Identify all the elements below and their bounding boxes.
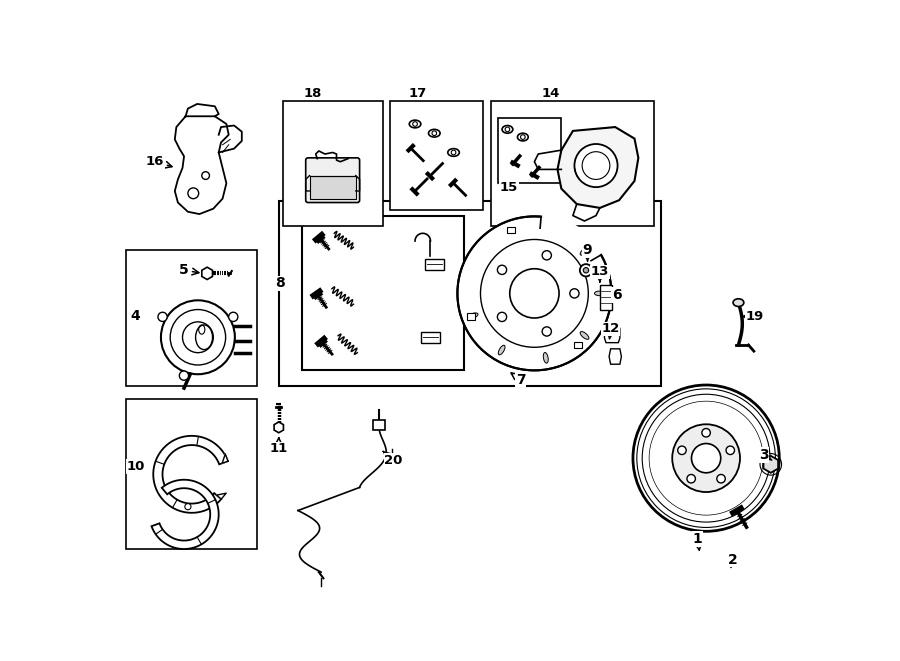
Text: 8: 8	[275, 276, 285, 290]
Polygon shape	[222, 454, 228, 463]
Circle shape	[498, 312, 507, 321]
Ellipse shape	[179, 371, 189, 380]
Circle shape	[498, 265, 507, 274]
Text: 6: 6	[612, 288, 622, 302]
Ellipse shape	[468, 313, 478, 319]
Ellipse shape	[158, 312, 167, 321]
Text: 13: 13	[590, 265, 609, 282]
Text: 3: 3	[759, 448, 772, 462]
Bar	[425, 258, 444, 270]
Bar	[310, 176, 356, 199]
Circle shape	[574, 144, 617, 187]
Circle shape	[580, 264, 592, 276]
Bar	[491, 101, 653, 225]
Text: 17: 17	[409, 87, 427, 100]
Text: 18: 18	[303, 87, 322, 100]
Circle shape	[678, 446, 686, 455]
Text: 5: 5	[179, 263, 199, 277]
Circle shape	[691, 444, 721, 473]
Ellipse shape	[580, 247, 589, 255]
Text: 19: 19	[742, 310, 764, 323]
Circle shape	[583, 268, 589, 273]
Text: 4: 4	[130, 309, 140, 323]
Text: 20: 20	[383, 451, 402, 467]
Circle shape	[672, 424, 740, 492]
Polygon shape	[202, 267, 212, 280]
Bar	[499, 118, 562, 183]
Text: 10: 10	[126, 460, 145, 473]
Text: 2: 2	[728, 553, 738, 568]
Text: 7: 7	[511, 373, 526, 387]
Circle shape	[702, 428, 710, 437]
Bar	[373, 420, 385, 430]
Text: 16: 16	[146, 155, 172, 168]
Polygon shape	[609, 349, 621, 364]
Text: 14: 14	[542, 87, 560, 100]
Ellipse shape	[595, 291, 605, 295]
Bar	[599, 285, 612, 309]
Circle shape	[716, 475, 725, 483]
Polygon shape	[605, 324, 620, 342]
Polygon shape	[151, 480, 219, 549]
Text: 11: 11	[270, 438, 288, 455]
Text: 12: 12	[601, 323, 620, 339]
Circle shape	[457, 216, 611, 370]
Ellipse shape	[229, 312, 238, 321]
Bar	[126, 251, 257, 386]
Bar	[279, 201, 662, 386]
Bar	[302, 216, 464, 370]
Ellipse shape	[544, 352, 548, 363]
Bar	[126, 399, 257, 549]
Ellipse shape	[499, 345, 505, 355]
Text: 15: 15	[500, 180, 518, 194]
Polygon shape	[217, 493, 226, 499]
Bar	[574, 342, 581, 348]
Bar	[467, 313, 474, 320]
Circle shape	[542, 251, 552, 260]
Text: 1: 1	[693, 532, 703, 550]
Circle shape	[726, 446, 734, 455]
Circle shape	[184, 504, 191, 510]
Circle shape	[687, 475, 696, 483]
Ellipse shape	[580, 332, 589, 339]
Circle shape	[570, 289, 579, 298]
FancyBboxPatch shape	[306, 158, 360, 202]
Bar	[391, 101, 482, 210]
Bar	[508, 227, 515, 233]
Bar	[283, 101, 382, 225]
Polygon shape	[153, 436, 228, 513]
Bar	[421, 332, 440, 342]
Text: 9: 9	[582, 243, 592, 261]
Circle shape	[542, 327, 552, 336]
Ellipse shape	[734, 299, 743, 307]
Polygon shape	[557, 127, 638, 208]
